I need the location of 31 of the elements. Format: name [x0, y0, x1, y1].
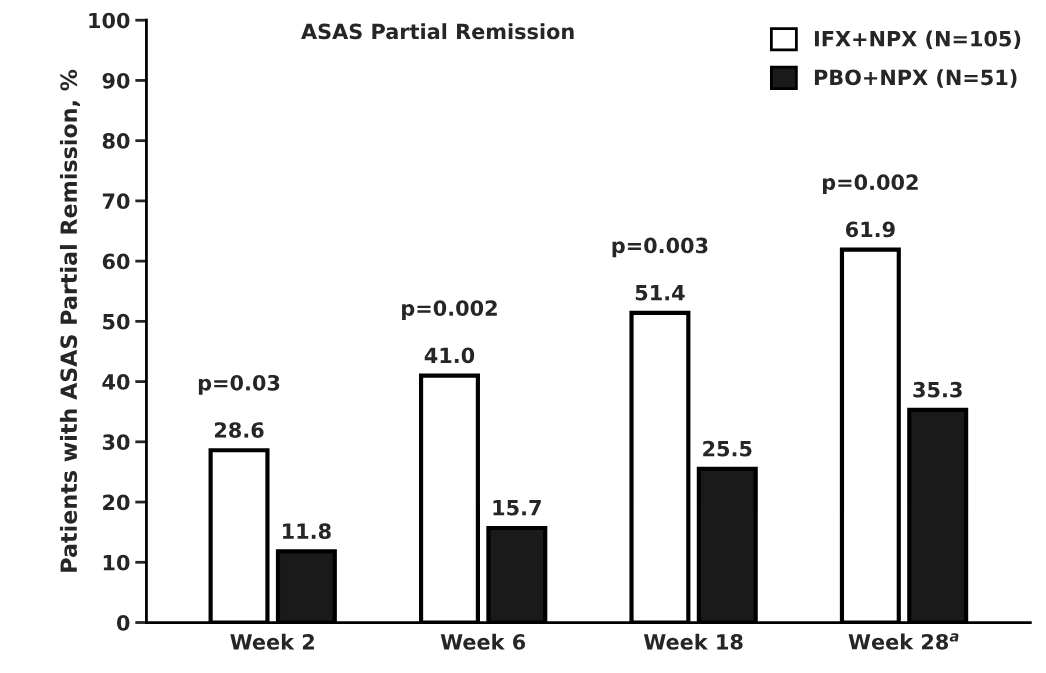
data-label: 51.4 [635, 285, 685, 301]
y-tick-label: 60 [102, 253, 130, 270]
y-tick-label: 90 [102, 72, 130, 89]
data-label: 41.0 [424, 347, 475, 364]
x-tick-label: Week 28$^{a}$ [848, 633, 959, 650]
data-label: 11.8 [283, 523, 331, 540]
y-axis-title: Patients with ASAS Partial Remission, % [59, 69, 80, 572]
y-tick-label: 10 [103, 554, 130, 571]
annotation: p=0.002 [402, 300, 497, 321]
data-label: 25.5 [703, 440, 752, 457]
data-label: 35.3 [913, 381, 962, 398]
y-tick-label: 80 [102, 133, 130, 149]
legend-label: PBO+NPX (N=51) [814, 69, 1017, 88]
y-tick-label: 0 [116, 614, 130, 631]
annotation: p=0.003 [612, 237, 708, 258]
data-label: 61.9 [845, 221, 895, 238]
data-label: 28.6 [214, 422, 264, 438]
data-label: 15.7 [493, 500, 541, 516]
y-tick-label: 20 [103, 494, 130, 511]
annotation: p=0.03 [198, 374, 280, 395]
x-tick-label: Week 6 [440, 633, 526, 650]
chart-title: ASAS Partial Remission [301, 23, 574, 40]
y-tick-label: 100 [89, 12, 130, 29]
x-tick-label: Week 18 [643, 633, 743, 650]
legend-label: IFX+NPX (N=105) [814, 30, 1021, 49]
y-tick-label: 50 [103, 313, 130, 330]
y-tick-label: 30 [102, 434, 130, 451]
annotation: p=0.002 [822, 174, 918, 195]
y-tick-label: 70 [102, 193, 130, 210]
x-tick-label: Week 2 [230, 633, 314, 650]
y-tick-label: 40 [102, 374, 130, 390]
